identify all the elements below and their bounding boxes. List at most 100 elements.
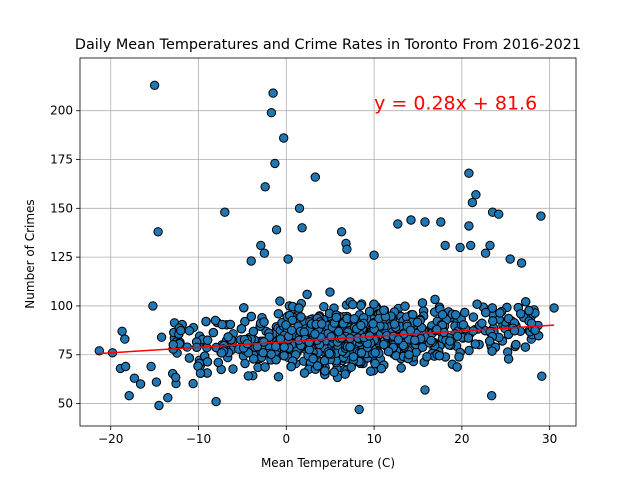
data-point bbox=[286, 361, 296, 372]
data-point bbox=[304, 337, 314, 347]
data-point bbox=[302, 289, 312, 300]
data-point bbox=[260, 182, 270, 192]
data-point bbox=[148, 301, 158, 311]
data-point bbox=[406, 215, 416, 225]
data-point bbox=[516, 258, 527, 268]
data-point bbox=[202, 335, 213, 345]
data-point bbox=[223, 332, 233, 342]
data-point bbox=[389, 319, 400, 329]
x-tick-label: 30 bbox=[542, 432, 557, 446]
data-point bbox=[149, 80, 160, 91]
data-points bbox=[94, 80, 559, 415]
data-point bbox=[370, 358, 380, 369]
data-point bbox=[336, 227, 347, 237]
data-point bbox=[271, 341, 281, 352]
data-point bbox=[340, 369, 350, 379]
data-point bbox=[151, 377, 162, 387]
data-point bbox=[275, 296, 285, 306]
y-tick-label: 175 bbox=[50, 153, 73, 167]
data-point bbox=[259, 337, 269, 347]
data-point bbox=[281, 320, 291, 330]
y-tick-label: 50 bbox=[58, 397, 73, 411]
data-point bbox=[369, 250, 379, 260]
data-point bbox=[246, 311, 257, 322]
data-point bbox=[526, 318, 537, 328]
x-axis-label: Mean Temperature (C) bbox=[261, 456, 395, 470]
data-point bbox=[450, 310, 461, 320]
data-point bbox=[325, 287, 335, 297]
data-point bbox=[520, 342, 531, 352]
data-point bbox=[417, 342, 428, 352]
data-point bbox=[279, 342, 289, 352]
data-point bbox=[154, 400, 164, 411]
data-point bbox=[213, 357, 224, 368]
data-point bbox=[294, 303, 304, 313]
data-point bbox=[271, 225, 282, 235]
chart-title: Daily Mean Temperatures and Crime Rates … bbox=[75, 37, 581, 53]
data-point bbox=[440, 240, 450, 251]
data-point bbox=[467, 197, 478, 208]
data-point bbox=[379, 305, 389, 315]
y-tick-label: 75 bbox=[58, 348, 73, 362]
x-tick-label: 10 bbox=[366, 432, 381, 446]
data-point bbox=[470, 339, 480, 349]
data-point bbox=[430, 294, 440, 305]
data-point bbox=[436, 217, 446, 227]
data-point bbox=[505, 254, 515, 264]
y-axis-ticks: 50 75 100 125 150 175 200 bbox=[50, 104, 80, 411]
data-point bbox=[135, 379, 146, 389]
data-point bbox=[356, 300, 366, 311]
data-point bbox=[396, 363, 406, 373]
data-point bbox=[228, 364, 238, 374]
data-point bbox=[434, 351, 445, 361]
x-tick-label: 20 bbox=[454, 432, 469, 446]
data-point bbox=[509, 326, 520, 336]
data-point bbox=[260, 362, 270, 372]
data-point bbox=[536, 211, 546, 221]
data-point bbox=[452, 331, 463, 341]
data-point bbox=[511, 339, 521, 350]
data-point bbox=[279, 133, 289, 143]
data-point bbox=[458, 320, 469, 330]
data-point bbox=[156, 332, 167, 342]
data-point bbox=[188, 378, 198, 389]
data-point bbox=[279, 351, 289, 361]
data-point bbox=[464, 168, 474, 178]
data-point bbox=[466, 240, 476, 251]
data-point bbox=[354, 404, 364, 415]
data-point bbox=[266, 108, 277, 118]
data-point bbox=[437, 310, 448, 320]
data-point bbox=[208, 327, 219, 338]
data-point bbox=[273, 372, 284, 382]
data-point bbox=[477, 318, 487, 328]
data-point bbox=[494, 209, 504, 219]
data-point bbox=[176, 325, 186, 336]
data-point bbox=[348, 352, 359, 362]
data-point bbox=[537, 371, 547, 381]
data-point bbox=[471, 190, 481, 200]
data-point bbox=[259, 317, 269, 327]
data-point bbox=[146, 361, 156, 372]
data-point bbox=[481, 307, 491, 318]
data-point bbox=[324, 348, 335, 359]
data-point bbox=[129, 373, 140, 383]
data-point bbox=[268, 88, 278, 98]
data-point bbox=[420, 217, 430, 227]
x-tick-label: −10 bbox=[186, 432, 211, 446]
data-point bbox=[317, 319, 327, 329]
data-point bbox=[171, 372, 181, 383]
data-point bbox=[201, 316, 211, 327]
data-point bbox=[516, 309, 526, 319]
data-point bbox=[273, 309, 284, 319]
data-point bbox=[283, 254, 293, 264]
data-point bbox=[369, 299, 379, 309]
data-point bbox=[329, 367, 339, 377]
data-point bbox=[211, 396, 221, 407]
data-point bbox=[266, 349, 276, 359]
data-point bbox=[120, 361, 131, 372]
data-point bbox=[210, 315, 221, 326]
data-point bbox=[452, 362, 462, 372]
data-point bbox=[236, 324, 247, 334]
data-point bbox=[312, 361, 323, 371]
